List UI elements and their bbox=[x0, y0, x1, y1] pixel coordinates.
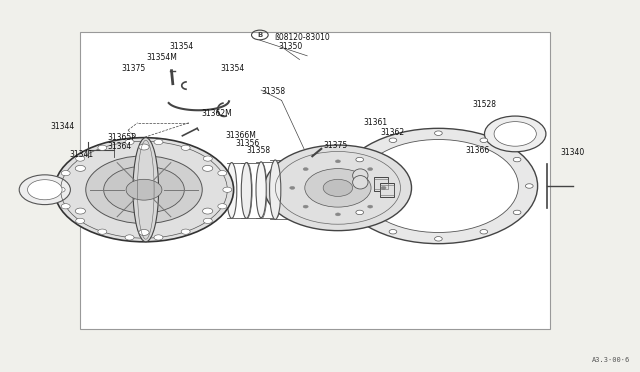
Circle shape bbox=[335, 213, 340, 216]
Circle shape bbox=[104, 166, 184, 213]
Text: 31528: 31528 bbox=[472, 100, 497, 109]
Ellipse shape bbox=[133, 138, 159, 242]
Text: 31354M: 31354M bbox=[146, 53, 177, 62]
Circle shape bbox=[76, 166, 86, 171]
Ellipse shape bbox=[353, 176, 368, 189]
Circle shape bbox=[181, 145, 190, 150]
Circle shape bbox=[98, 145, 107, 150]
Circle shape bbox=[218, 170, 227, 176]
Text: 31350: 31350 bbox=[278, 42, 303, 51]
Circle shape bbox=[154, 140, 163, 145]
FancyBboxPatch shape bbox=[80, 32, 550, 329]
Circle shape bbox=[303, 168, 308, 171]
Circle shape bbox=[181, 229, 190, 234]
Circle shape bbox=[54, 138, 234, 242]
Ellipse shape bbox=[353, 169, 368, 182]
Text: 31354: 31354 bbox=[221, 64, 245, 73]
Circle shape bbox=[264, 145, 412, 231]
Text: 31366M: 31366M bbox=[225, 131, 256, 140]
Circle shape bbox=[56, 187, 65, 192]
Circle shape bbox=[480, 138, 488, 142]
Circle shape bbox=[344, 184, 351, 188]
Circle shape bbox=[323, 179, 353, 196]
Circle shape bbox=[61, 204, 70, 209]
Circle shape bbox=[367, 168, 372, 171]
Circle shape bbox=[98, 229, 107, 234]
Circle shape bbox=[335, 160, 340, 163]
Circle shape bbox=[367, 205, 372, 208]
Text: 31341: 31341 bbox=[69, 150, 93, 159]
Text: 31365P: 31365P bbox=[108, 133, 136, 142]
Circle shape bbox=[290, 186, 295, 189]
Bar bbox=[374, 177, 388, 191]
Circle shape bbox=[525, 184, 533, 188]
Circle shape bbox=[126, 179, 162, 200]
Circle shape bbox=[61, 170, 70, 176]
Circle shape bbox=[494, 122, 536, 146]
Circle shape bbox=[381, 186, 386, 189]
Circle shape bbox=[513, 157, 521, 162]
Circle shape bbox=[305, 169, 371, 207]
Circle shape bbox=[218, 204, 227, 209]
Circle shape bbox=[223, 187, 232, 192]
Ellipse shape bbox=[241, 163, 252, 218]
Text: 31362: 31362 bbox=[380, 128, 404, 137]
Text: 31358: 31358 bbox=[261, 87, 285, 96]
Text: 31356: 31356 bbox=[236, 139, 260, 148]
Circle shape bbox=[19, 175, 70, 205]
Text: 31361: 31361 bbox=[364, 118, 388, 126]
Circle shape bbox=[125, 140, 134, 145]
Circle shape bbox=[484, 116, 546, 152]
Text: 31354: 31354 bbox=[170, 42, 194, 51]
Circle shape bbox=[513, 210, 521, 215]
Text: 31364: 31364 bbox=[108, 142, 132, 151]
Circle shape bbox=[356, 210, 364, 215]
Ellipse shape bbox=[256, 162, 266, 218]
Circle shape bbox=[76, 208, 86, 214]
Bar bbox=[380, 183, 394, 197]
Circle shape bbox=[202, 208, 212, 214]
Circle shape bbox=[76, 218, 84, 224]
Ellipse shape bbox=[269, 160, 281, 219]
Circle shape bbox=[202, 166, 212, 171]
Circle shape bbox=[76, 156, 84, 161]
Circle shape bbox=[389, 230, 397, 234]
Text: 31362M: 31362M bbox=[202, 109, 232, 118]
Text: 31366: 31366 bbox=[465, 146, 490, 155]
Circle shape bbox=[139, 144, 149, 150]
Text: 31375: 31375 bbox=[323, 141, 348, 150]
Text: 31340: 31340 bbox=[560, 148, 584, 157]
Circle shape bbox=[204, 218, 212, 224]
Circle shape bbox=[28, 180, 62, 200]
Text: 31375: 31375 bbox=[122, 64, 146, 73]
Bar bbox=[380, 185, 394, 195]
Circle shape bbox=[204, 156, 212, 161]
Text: A3.3·00·6: A3.3·00·6 bbox=[592, 357, 630, 363]
Circle shape bbox=[435, 131, 442, 135]
Circle shape bbox=[480, 230, 488, 234]
Circle shape bbox=[303, 205, 308, 208]
Text: 31344: 31344 bbox=[50, 122, 74, 131]
Circle shape bbox=[435, 237, 442, 241]
Circle shape bbox=[154, 235, 163, 240]
Circle shape bbox=[389, 138, 397, 142]
Circle shape bbox=[339, 128, 538, 244]
Circle shape bbox=[356, 157, 364, 162]
Bar bbox=[374, 179, 388, 189]
Text: B: B bbox=[257, 32, 262, 38]
Circle shape bbox=[86, 156, 202, 224]
Circle shape bbox=[358, 140, 518, 232]
Circle shape bbox=[139, 230, 149, 235]
Text: ß08120-83010: ß08120-83010 bbox=[274, 33, 330, 42]
Circle shape bbox=[125, 235, 134, 240]
Text: 31358: 31358 bbox=[246, 146, 271, 155]
Ellipse shape bbox=[227, 163, 237, 218]
